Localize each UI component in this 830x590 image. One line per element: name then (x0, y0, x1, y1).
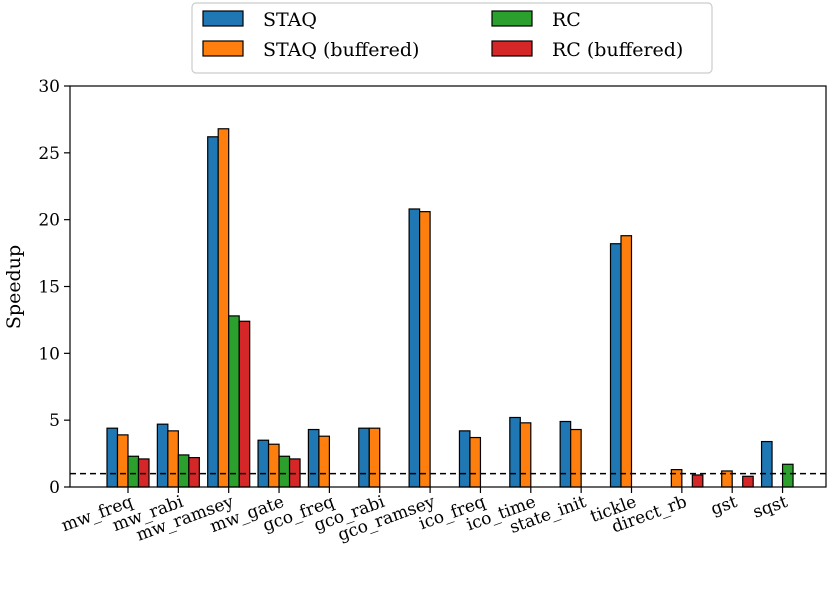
bar-staq-gco-rabi (358, 427, 370, 488)
bar-staq-sqst (760, 440, 773, 488)
legend-swatch (491, 10, 533, 27)
bar-staq-mw-ramsey (207, 136, 219, 488)
bar-rc-mw-ramsey (228, 315, 240, 488)
legend-box (191, 2, 713, 74)
bar-staq-buffered-gco-rabi (368, 427, 381, 488)
y-tick-label: 5 (49, 411, 60, 431)
bar-staq-buffered-ico-freq (469, 436, 482, 488)
bar-staq-buffered-gco-ramsey (419, 211, 431, 488)
bar-staq-buffered-mw-ramsey (217, 128, 230, 488)
bar-staq-tickle (609, 243, 622, 488)
legend-label: RC (buffered) (552, 39, 683, 61)
bar-staq-buffered-state-init (570, 428, 582, 488)
legend-swatch (202, 10, 244, 27)
y-tick-label: 30 (38, 77, 60, 97)
bar-staq-buffered-direct-rb (670, 469, 683, 488)
bar-rc-buffered-direct-rb (691, 474, 704, 488)
bar-staq-ico-freq (458, 430, 471, 488)
bar-staq-ico-time (509, 416, 521, 488)
bar-staq-buffered-tickle (620, 235, 633, 488)
bar-rc-mw-rabi (177, 454, 190, 488)
bar-staq-mw-rabi (156, 423, 169, 488)
bar-staq-buffered-mw-rabi (167, 430, 179, 488)
y-tick-label: 0 (49, 478, 60, 498)
y-axis-ticks: 0 5 10 15 20 25 30 (38, 77, 70, 498)
bar-rc-sqst (781, 463, 794, 488)
bar-rc-buffered-mw-ramsey (238, 320, 251, 488)
bar-staq-mw-freq (106, 427, 119, 488)
x-tick-label: gst (708, 492, 740, 520)
x-axis-ticks: mw_freqmw_rabimw_ramseymw_gategco_freqgc… (59, 487, 790, 546)
y-tick-label: 25 (38, 144, 60, 164)
bars-group (106, 128, 794, 488)
legend-swatch (491, 40, 533, 57)
y-tick-label: 15 (38, 278, 60, 298)
bar-staq-state-init (559, 420, 572, 488)
bar-staq-mw-gate (257, 439, 270, 488)
legend-label: STAQ (263, 9, 317, 31)
legend-swatch (202, 40, 244, 57)
y-tick-label: 20 (38, 211, 60, 231)
y-axis-label: Speedup (3, 245, 25, 329)
bar-rc-buffered-gst (742, 475, 754, 488)
bar-staq-buffered-mw-gate (267, 443, 280, 488)
bar-staq-buffered-mw-freq (116, 434, 129, 488)
bar-rc-mw-gate (278, 455, 291, 488)
bar-rc-mw-freq (127, 455, 140, 488)
bar-staq-buffered-gco-freq (318, 435, 330, 488)
plot-frame (69, 85, 827, 488)
y-tick-label: 10 (38, 344, 60, 364)
legend-label: STAQ (buffered) (263, 39, 419, 61)
legend: STAQ STAQ (buffered) RC RC (buffered) (191, 2, 713, 74)
bar-staq-buffered-ico-time (519, 422, 532, 488)
bar-staq-gco-freq (307, 428, 320, 488)
bar-staq-gco-ramsey (408, 208, 421, 488)
bar-rc-buffered-mw-rabi (188, 456, 200, 488)
legend-label: RC (552, 9, 581, 31)
x-tick-label: sqst (750, 492, 790, 523)
